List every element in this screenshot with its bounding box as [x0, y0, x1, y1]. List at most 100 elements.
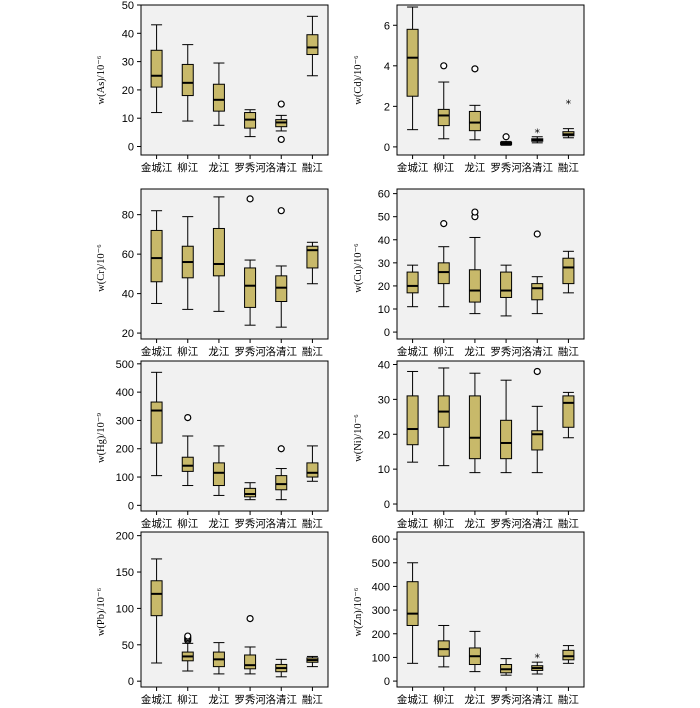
- box-洛清江: [531, 230, 544, 315]
- y-tick-label: 300: [116, 415, 134, 427]
- outlier-point: [246, 195, 254, 203]
- category-label: 龙江: [208, 693, 229, 706]
- category-label: 融江: [558, 346, 579, 358]
- iqr-box: [437, 262, 450, 285]
- iqr-box: [244, 487, 257, 498]
- category-label: 柳江: [433, 517, 454, 530]
- plot-area: [140, 4, 329, 156]
- iqr-box: [500, 271, 513, 298]
- panel-5: 0 100 200 300 400 500 w(Hg)/10⁻⁹ 金城江 柳江 龙江 罗秀河 洛清江融…: [96, 359, 329, 530]
- plot-area: [396, 531, 585, 688]
- y-axis-title: w(Ni)/10⁻⁶: [353, 414, 364, 462]
- iqr-box: [562, 257, 575, 285]
- box-融江: [306, 241, 319, 285]
- category-label: 金城江: [141, 161, 173, 174]
- category-label: 罗秀河: [234, 694, 266, 706]
- y-tick-label: 0: [128, 142, 134, 154]
- y-tick-label: 10: [378, 304, 390, 316]
- y-tick-label: 20: [378, 281, 390, 293]
- box-融江: *: [562, 97, 575, 139]
- outlier-point: [471, 208, 479, 216]
- iqr-box: [306, 34, 319, 56]
- y-tick-label: 0: [384, 142, 390, 154]
- category-label: 龙江: [464, 517, 485, 530]
- box-龙江: [468, 630, 481, 673]
- outlier-point: [533, 367, 541, 376]
- category-label: 金城江: [141, 345, 173, 358]
- y-tick-label: 0: [384, 327, 390, 339]
- box-柳江: [181, 414, 194, 487]
- panel-7: 0 50 100 150 200 w(Pb)/10⁻⁶ 金城江 柳江 龙江 罗秀河 洛清江 融江: [96, 531, 329, 706]
- box-柳江: [437, 367, 450, 467]
- outlier-point: [246, 614, 254, 623]
- category-label: 洛清江: [522, 693, 554, 706]
- category-label: 洛清江: [522, 517, 554, 530]
- category-label: 金城江: [397, 693, 429, 706]
- box-洛清江: *: [531, 651, 544, 675]
- y-tick-label: 2: [384, 101, 390, 113]
- box-罗秀河: [244, 614, 257, 675]
- box-罗秀河: [244, 195, 257, 326]
- category-label: 融江: [558, 162, 579, 174]
- y-tick-label: 30: [122, 57, 134, 69]
- category-label: 龙江: [208, 517, 229, 530]
- category-label: 金城江: [397, 517, 429, 530]
- category-label: 融江: [302, 694, 323, 706]
- iqr-box: [150, 229, 163, 283]
- iqr-box: [150, 580, 163, 617]
- category-label: 融江: [302, 346, 323, 358]
- y-tick-label: 10: [122, 113, 134, 125]
- box-罗秀河: [244, 109, 257, 138]
- category-label: 金城江: [397, 161, 429, 174]
- box-金城江: [150, 24, 163, 114]
- box-龙江: [468, 372, 481, 474]
- category-label: 龙江: [464, 161, 485, 174]
- box-融江: [306, 655, 319, 668]
- category-label: 龙江: [464, 693, 485, 706]
- category-label: 洛清江: [266, 517, 298, 530]
- plot-area: [140, 188, 329, 340]
- panel-1: 0 10 20 30 40 50 w(As)/10⁻⁶ 金城江 柳江 龙江 罗秀河 洛清江 融江: [96, 0, 329, 174]
- category-label: 融江: [558, 518, 579, 530]
- y-tick-label: 150: [116, 567, 134, 579]
- box-融江: [562, 645, 575, 664]
- iqr-box: [244, 654, 257, 670]
- y-tick-label: 80: [122, 210, 134, 222]
- box-金城江: [406, 6, 419, 131]
- extreme-point: *: [535, 651, 541, 664]
- iqr-box: [468, 395, 481, 460]
- box-罗秀河: [500, 264, 513, 317]
- y-tick-label: 600: [372, 534, 390, 546]
- panel-8: 0 100 200 300 400 500 600 w(Zn)/10⁻⁶ 金城江 柳江 龙江 罗秀河洛…: [353, 531, 585, 706]
- extreme-point: *: [566, 97, 572, 110]
- y-tick-label: 200: [116, 444, 134, 456]
- box-龙江: [212, 445, 225, 496]
- outlier-point: [533, 230, 541, 238]
- iqr-box: [406, 271, 419, 294]
- iqr-box: [562, 649, 575, 661]
- category-label: 融江: [302, 518, 323, 530]
- category-label: 洛清江: [266, 161, 298, 174]
- y-tick-label: 100: [116, 603, 134, 615]
- y-tick-label: 0: [384, 499, 390, 511]
- box-融江: [562, 391, 575, 439]
- iqr-box: [181, 456, 194, 472]
- box-柳江: [437, 624, 450, 668]
- plot-area: [140, 360, 329, 512]
- box-洛清江: [275, 658, 288, 678]
- box-融江: [306, 445, 319, 482]
- y-tick-label: 6: [384, 20, 390, 32]
- category-label: 柳江: [433, 161, 454, 174]
- iqr-box: [437, 108, 450, 127]
- y-tick-label: 0: [128, 500, 134, 512]
- y-tick-label: 300: [372, 605, 390, 617]
- outlier-point: [440, 62, 448, 70]
- outlier-point: [440, 220, 448, 228]
- box-柳江: [437, 62, 450, 140]
- box-洛清江: [275, 445, 288, 501]
- box-龙江: [468, 65, 481, 141]
- y-axis-title: w(Cu)/10⁻⁶: [353, 243, 364, 293]
- y-tick-label: 40: [378, 359, 390, 371]
- category-label: 金城江: [141, 517, 173, 530]
